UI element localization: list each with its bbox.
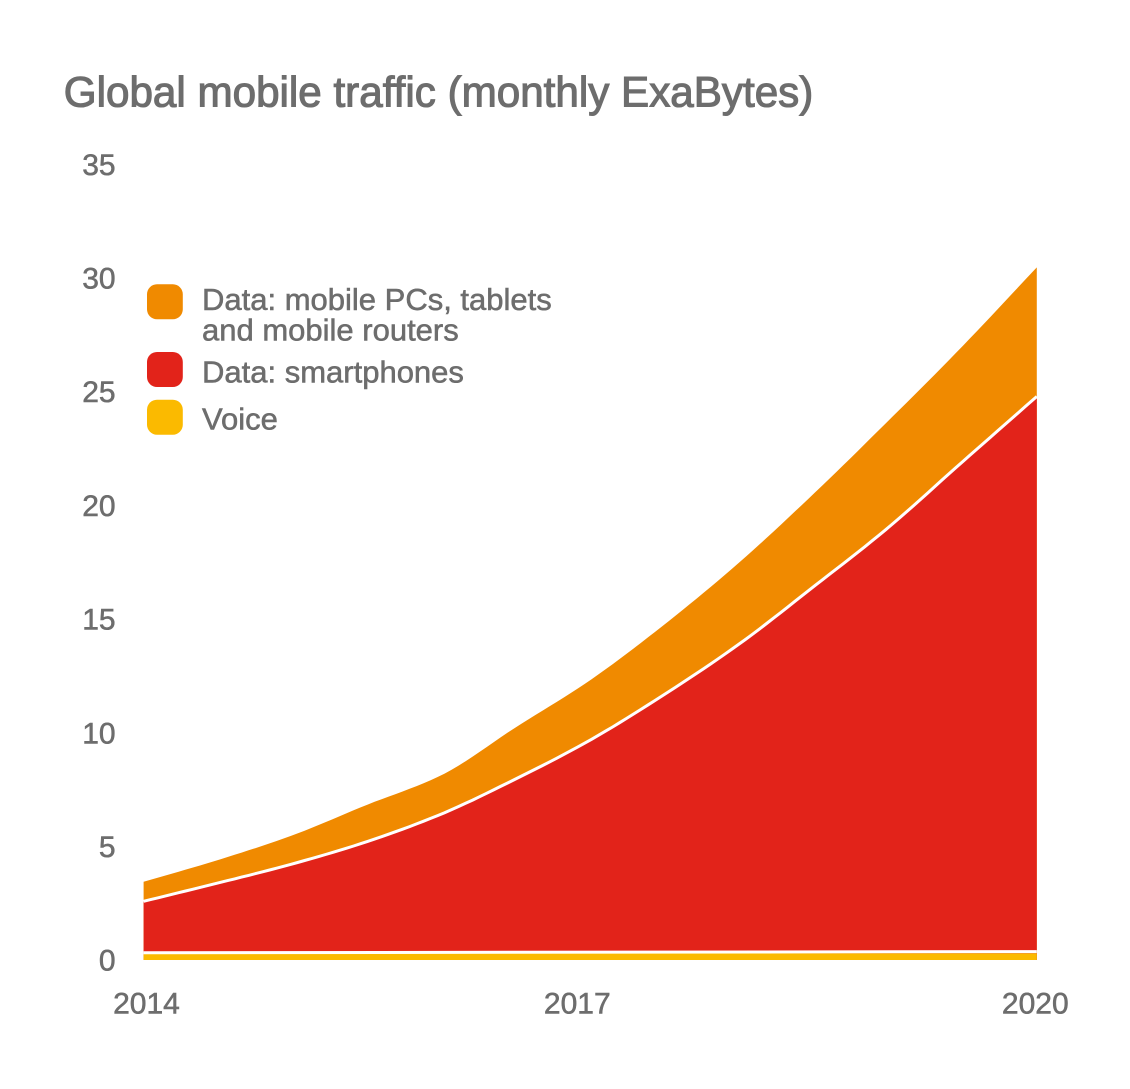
svg-text:Data: mobile PCs, tablets: Data: mobile PCs, tablets	[202, 282, 552, 317]
svg-text:2017: 2017	[544, 987, 611, 1020]
svg-text:35: 35	[82, 149, 115, 182]
svg-text:Data: smartphones: Data: smartphones	[202, 355, 464, 390]
svg-text:30: 30	[82, 263, 115, 296]
svg-text:15: 15	[82, 604, 115, 637]
svg-text:20: 20	[82, 490, 115, 523]
svg-text:Global mobile traffic (monthly: Global mobile traffic (monthly ExaBytes)	[64, 68, 814, 115]
svg-text:2020: 2020	[1002, 987, 1069, 1020]
svg-text:and mobile routers: and mobile routers	[202, 313, 459, 348]
svg-text:25: 25	[82, 376, 115, 409]
svg-text:2014: 2014	[113, 987, 180, 1020]
svg-text:10: 10	[82, 717, 115, 750]
svg-text:0: 0	[99, 945, 116, 978]
svg-text:5: 5	[99, 831, 116, 864]
svg-text:Voice: Voice	[202, 402, 278, 437]
